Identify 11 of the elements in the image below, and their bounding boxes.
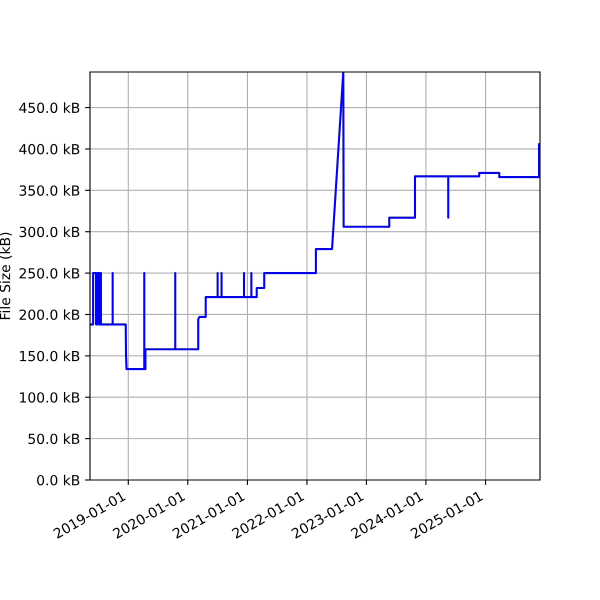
y-tick-label: 250.0 kB <box>20 268 80 279</box>
y-tick-label: 450.0 kB <box>19 102 80 114</box>
y-tick-label: 350.0 kB <box>20 185 80 196</box>
y-tick-label: 150.0 kB <box>20 350 80 362</box>
y-tick-label: 400.0 kB <box>19 144 80 154</box>
y-tick-label: 200.0 kB <box>20 309 80 320</box>
y-tick-label: 50.0 kB <box>28 433 80 444</box>
y-tick-label: 0.0 kB <box>37 474 80 486</box>
y-tick-label: 100.0 kB <box>20 392 80 403</box>
y-axis-title: File Size (kB) <box>0 232 12 320</box>
y-tick-label: 300.0 kB <box>20 226 80 238</box>
